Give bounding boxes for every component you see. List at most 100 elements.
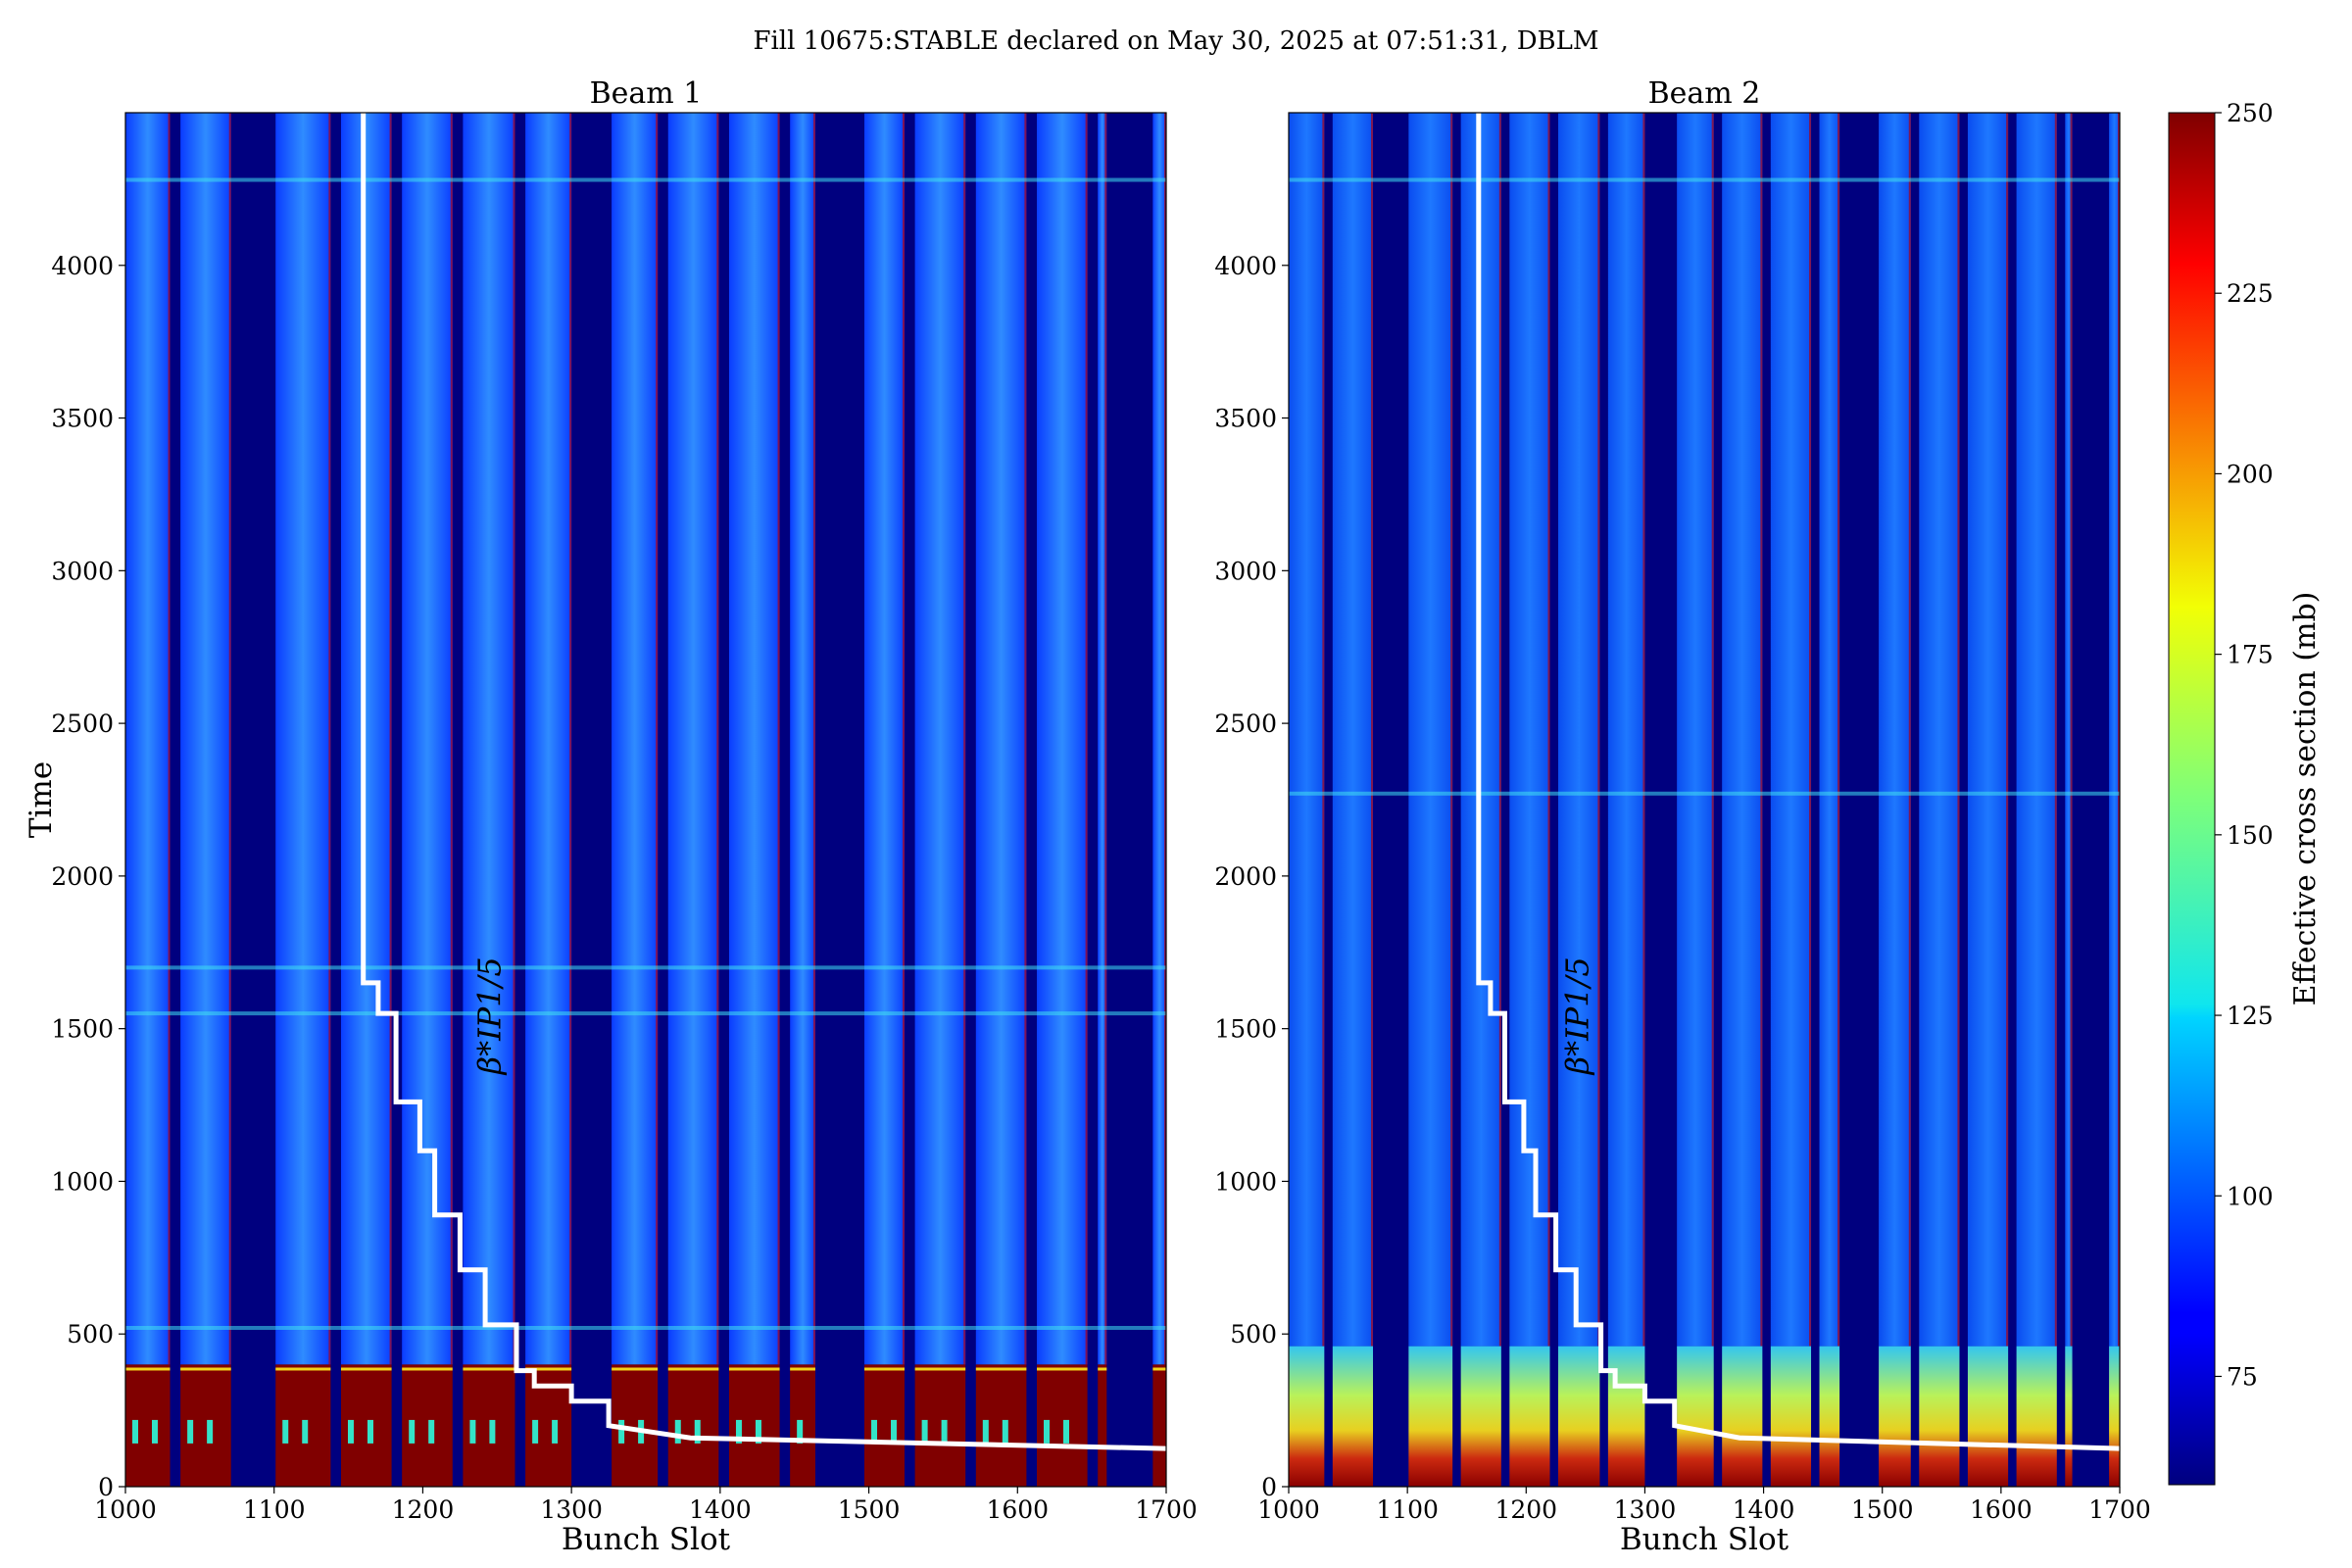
bunch-train-edge xyxy=(1957,113,1960,1347)
band-edge-line xyxy=(864,1367,905,1371)
bunch-train-edge xyxy=(902,113,905,1365)
bunch-train-edge xyxy=(168,113,171,1365)
x-tick-label: 1700 xyxy=(2088,1495,2151,1524)
bunch-train-column xyxy=(1509,113,1550,1347)
horizontal-feature xyxy=(1289,791,2120,796)
bunch-spot xyxy=(532,1419,539,1444)
figure-title: Fill 10675:STABLE declared on May 30, 20… xyxy=(753,26,1598,56)
bunch-train-edge xyxy=(513,113,515,1365)
bunch-train-column xyxy=(2065,113,2073,1347)
bunch-spot xyxy=(674,1419,681,1444)
y-tick-label: 1500 xyxy=(1214,1015,1277,1044)
bunch-spot xyxy=(982,1419,989,1444)
high-value-band xyxy=(864,1364,905,1487)
bunch-train-edge xyxy=(716,113,719,1365)
bunch-spot xyxy=(1002,1419,1008,1444)
x-tick-label: 1400 xyxy=(689,1495,752,1524)
plot-frame xyxy=(124,112,1167,1488)
high-value-band xyxy=(1408,1346,1453,1487)
heatmap xyxy=(1289,113,2120,1487)
bunch-spot xyxy=(1063,1419,1070,1444)
x-axis-label: Bunch Slot xyxy=(562,1522,731,1557)
band-edge-line xyxy=(463,1367,515,1371)
bunch-spot xyxy=(618,1419,625,1444)
bunch-train-column xyxy=(275,113,331,1365)
bunch-train-edge xyxy=(1085,113,1088,1365)
bunch-spot xyxy=(409,1419,416,1444)
y-tick-label: 0 xyxy=(98,1473,114,1501)
bunch-train-column xyxy=(1557,113,1600,1347)
bunch-train-edge xyxy=(450,113,453,1365)
band-edge-line xyxy=(275,1367,331,1371)
bunch-spot xyxy=(941,1419,948,1444)
bunch-spot xyxy=(207,1419,214,1444)
bunch-train-column xyxy=(1819,113,1840,1347)
bunch-train-edge xyxy=(1760,113,1763,1347)
bunch-train-edge xyxy=(1164,113,1166,1365)
high-value-band xyxy=(1289,1346,1325,1487)
colorbar-tick-label: 175 xyxy=(2227,641,2274,669)
x-tick-label: 1100 xyxy=(1376,1495,1439,1524)
high-value-band xyxy=(1460,1346,1501,1487)
bunch-train-edge xyxy=(777,113,780,1365)
bunch-train-edge xyxy=(328,113,331,1365)
horizontal-feature xyxy=(125,1325,1166,1330)
high-value-band xyxy=(1557,1346,1600,1487)
high-value-band xyxy=(1607,1346,1645,1487)
x-axis-label: Bunch Slot xyxy=(1620,1522,1789,1557)
band-edge-line xyxy=(914,1367,966,1371)
x-tick-label: 1600 xyxy=(1970,1495,2033,1524)
horizontal-feature xyxy=(125,965,1166,970)
bunch-train-edge xyxy=(389,113,392,1365)
bunch-spot xyxy=(302,1419,309,1444)
bunch-spot xyxy=(187,1419,194,1444)
bunch-spot xyxy=(1044,1419,1051,1444)
bunch-train-edge xyxy=(1838,113,1840,1347)
bunch-spot xyxy=(891,1419,898,1444)
high-value-band xyxy=(1098,1364,1107,1487)
colorbar-tick-label: 100 xyxy=(2227,1182,2274,1210)
bunch-train-column xyxy=(864,113,905,1365)
bunch-train-column xyxy=(667,113,719,1365)
x-tick-label: 1500 xyxy=(1851,1495,1914,1524)
horizontal-feature xyxy=(1289,177,2120,182)
high-value-band xyxy=(2109,1346,2120,1487)
bunch-train-column xyxy=(914,113,966,1365)
bunch-spot xyxy=(367,1419,373,1444)
bunch-train-column xyxy=(1879,113,1911,1347)
band-edge-line xyxy=(667,1367,719,1371)
bunch-train-column xyxy=(612,113,659,1365)
plot-frame xyxy=(1288,112,2121,1488)
bunch-train-edge xyxy=(963,113,966,1365)
bunch-train-column xyxy=(790,113,815,1365)
y-tick-label: 2000 xyxy=(1214,862,1277,891)
band-edge-line xyxy=(402,1367,453,1371)
bunch-train-edge xyxy=(1908,113,1911,1347)
y-tick-label: 1000 xyxy=(51,1167,114,1196)
bunch-train-column xyxy=(1408,113,1453,1347)
high-value-band xyxy=(1919,1346,1960,1487)
bunch-train-column xyxy=(1919,113,1960,1347)
bunch-train-edge xyxy=(2118,113,2120,1347)
x-tick-label: 1500 xyxy=(838,1495,901,1524)
high-value-band xyxy=(1967,1346,2009,1487)
y-tick-label: 3500 xyxy=(51,405,114,433)
bunch-spot xyxy=(797,1419,804,1444)
high-value-band xyxy=(1152,1364,1166,1487)
x-tick-label: 1000 xyxy=(94,1495,157,1524)
band-edge-line xyxy=(975,1367,1027,1371)
bunch-train-edge xyxy=(2054,113,2057,1347)
bunch-train-column xyxy=(1037,113,1088,1365)
bunch-train-edge xyxy=(1642,113,1645,1347)
x-tick-label: 1200 xyxy=(392,1495,455,1524)
band-edge-line xyxy=(125,1367,171,1371)
y-tick-label: 2500 xyxy=(1214,710,1277,738)
bunch-train-column xyxy=(1289,113,1325,1347)
bunch-train-column xyxy=(1770,113,1812,1347)
colorbar-tick-label: 75 xyxy=(2227,1362,2258,1391)
band-edge-line xyxy=(728,1367,780,1371)
x-tick-label: 1200 xyxy=(1494,1495,1557,1524)
y-tick-label: 500 xyxy=(67,1320,114,1348)
bunch-train-edge xyxy=(1498,113,1501,1347)
